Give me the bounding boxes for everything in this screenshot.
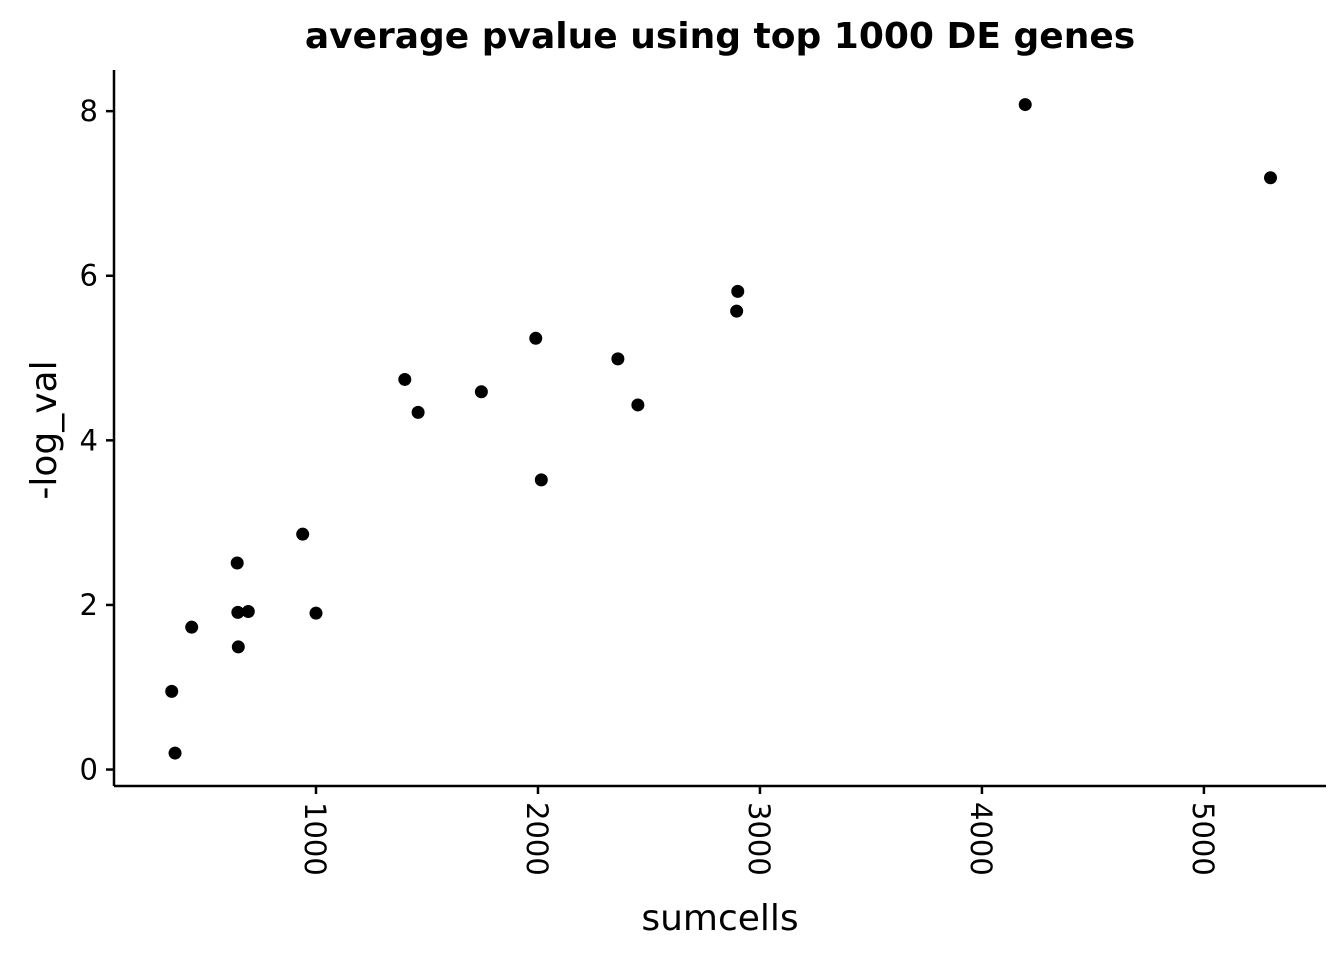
x-axis-label: sumcells bbox=[641, 898, 798, 939]
x-tick-label: 3000 bbox=[742, 802, 776, 876]
data-point bbox=[534, 473, 548, 487]
y-tick-label: 2 bbox=[80, 588, 98, 622]
data-point bbox=[168, 746, 182, 760]
data-point bbox=[730, 304, 744, 318]
data-point bbox=[165, 684, 179, 698]
data-point bbox=[231, 605, 245, 619]
data-point bbox=[731, 284, 745, 298]
chart-title: average pvalue using top 1000 DE genes bbox=[305, 16, 1135, 57]
data-point bbox=[631, 398, 645, 412]
data-point bbox=[241, 605, 255, 619]
data-point bbox=[309, 606, 323, 620]
x-tick-label: 5000 bbox=[1186, 802, 1220, 876]
x-tick-label: 2000 bbox=[520, 802, 554, 876]
data-point bbox=[611, 352, 625, 366]
x-axis-ticks: 1000 2000 3000 4000 5000 bbox=[298, 786, 1220, 876]
data-point bbox=[1018, 98, 1032, 112]
y-tick-label: 8 bbox=[80, 94, 98, 128]
x-tick-label: 4000 bbox=[964, 802, 998, 876]
x-tick-label: 1000 bbox=[298, 802, 332, 876]
data-point bbox=[185, 620, 199, 634]
data-point bbox=[398, 372, 412, 386]
data-point bbox=[231, 640, 245, 654]
data-point bbox=[411, 405, 425, 419]
data-point bbox=[296, 527, 310, 541]
y-tick-label: 4 bbox=[80, 423, 98, 457]
y-tick-label: 0 bbox=[80, 753, 98, 787]
y-axis-label: -log_val bbox=[24, 360, 65, 499]
data-point bbox=[230, 556, 244, 570]
data-point bbox=[474, 385, 488, 399]
y-tick-label: 6 bbox=[80, 259, 98, 293]
plot-area bbox=[165, 98, 1278, 760]
data-point bbox=[1264, 171, 1278, 185]
y-axis-ticks: 0 2 4 6 8 bbox=[80, 94, 114, 787]
data-point bbox=[529, 331, 543, 345]
